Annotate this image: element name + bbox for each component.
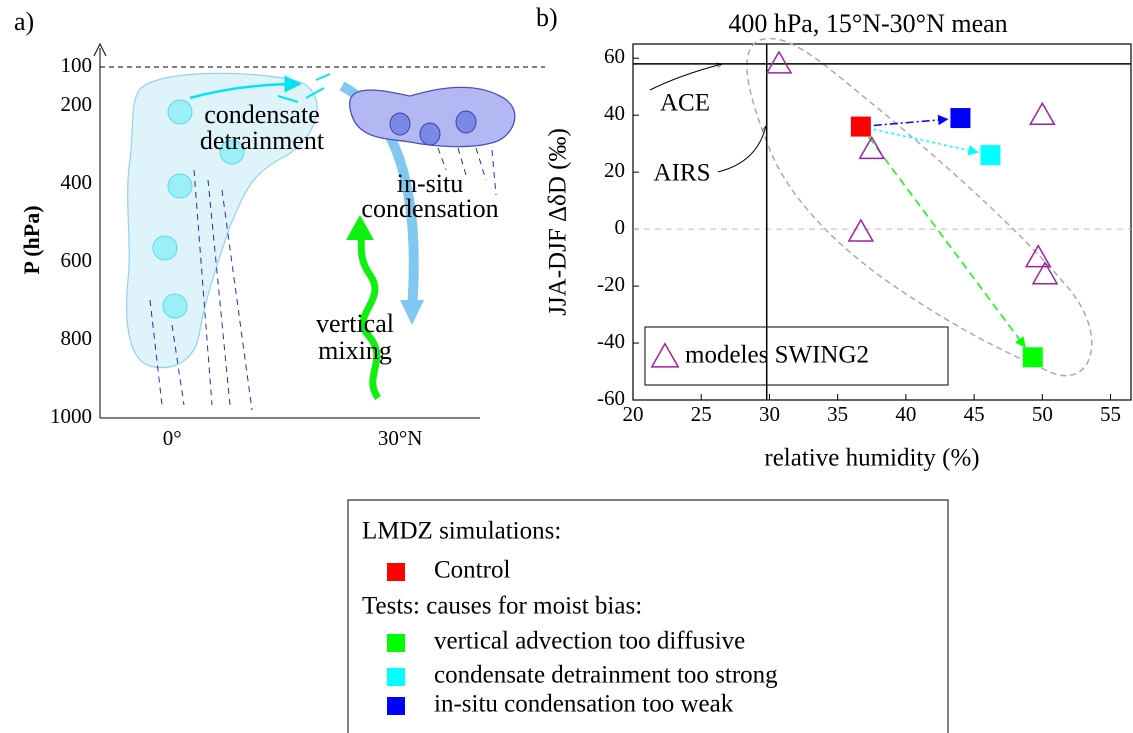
x-tick-label: 40 (895, 402, 916, 426)
legend-label: Control (434, 557, 510, 584)
x-tick-label: 35 (827, 402, 848, 426)
y-tick-label: 20 (604, 158, 625, 182)
x-tick-label: 30°N (378, 426, 423, 450)
legend-label: condensate detrainment too strong (434, 662, 778, 689)
legend-label: modeles SWING2 (685, 342, 869, 369)
legend-box (347, 499, 949, 733)
y-axis-label: JJA-DJF ΔδD (‰) (545, 128, 572, 316)
annotation: vertical (316, 309, 394, 338)
x-tick-label: 25 (691, 402, 712, 426)
legend-swatch (387, 563, 405, 581)
annotation: mixing (318, 336, 392, 365)
y-tick-label: 600 (61, 248, 93, 272)
panel-label: a) (14, 7, 34, 36)
inner-legend-box (644, 326, 949, 386)
x-axis-label: relative humidity (%) (764, 445, 979, 472)
x-tick-label: 55 (1100, 402, 1121, 426)
annotation: detrainment (200, 126, 325, 155)
y-tick-label: 800 (61, 326, 93, 350)
y-tick-label: 200 (61, 92, 93, 116)
y-tick-label: -20 (597, 272, 625, 296)
y-tick-label: -60 (597, 386, 625, 410)
triangle-marker (1029, 101, 1056, 125)
reference-label: ACE (660, 90, 710, 117)
legend-swatch (650, 342, 680, 368)
test-arrow (868, 136, 1026, 348)
annotation: condensation (361, 194, 498, 223)
annotation: condensate (204, 100, 320, 129)
y-tick-label: -40 (597, 329, 625, 353)
square-marker (980, 145, 1001, 166)
x-tick-label: 0° (163, 426, 182, 450)
test-arrow (873, 114, 949, 127)
ace-pointer (649, 64, 722, 91)
legend-title: LMDZ simulations: (362, 518, 561, 545)
legend-label: vertical advection too diffusive (434, 628, 745, 655)
legend-label: in-situ condensation too weak (434, 691, 734, 718)
annotation: in-situ (397, 169, 463, 198)
x-tick-label: 30 (759, 402, 780, 426)
triangle-marker (1024, 244, 1052, 268)
x-tick-label: 45 (964, 402, 985, 426)
triangle-marker (1031, 261, 1059, 285)
y-tick-label: 0 (615, 215, 626, 239)
panel-label: b) (536, 3, 558, 32)
x-tick-label: 20 (623, 402, 644, 426)
legend-swatch (387, 697, 405, 715)
legend-title: Tests: causes for moist bias: (362, 593, 642, 620)
square-marker (850, 116, 871, 137)
reference-label: AIRS (654, 160, 711, 187)
y-tick-label: 100 (61, 53, 93, 77)
model-ellipse (746, 37, 1093, 377)
x-tick-label: 50 (1032, 402, 1053, 426)
y-axis-label: P (hPa) (19, 205, 44, 274)
plot-frame (632, 43, 1132, 401)
airs-pointer (717, 126, 766, 173)
y-tick-label: 1000 (50, 404, 92, 428)
schematic-art (93, 42, 516, 419)
triangle-marker (858, 135, 886, 160)
square-marker (950, 108, 971, 129)
y-tick-label: 40 (604, 101, 625, 125)
legend-swatch (387, 634, 405, 652)
square-marker (1022, 347, 1043, 368)
chart-title: 400 hPa, 15°N-30°N mean (728, 9, 1007, 38)
legend-swatch (387, 668, 405, 686)
triangle-marker (847, 218, 875, 242)
y-tick-label: 400 (61, 170, 93, 194)
triangle-marker (765, 50, 793, 74)
y-tick-label: 60 (604, 44, 625, 68)
